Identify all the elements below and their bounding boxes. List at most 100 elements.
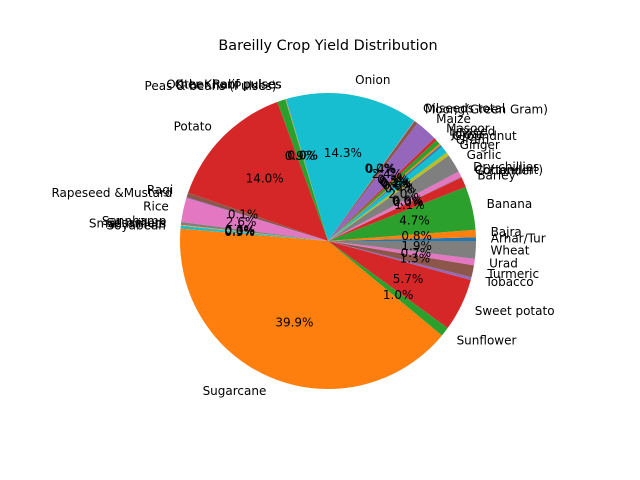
pie-slice-sunflower: [328, 241, 448, 336]
slice-label-ragi: Ragi: [147, 183, 173, 197]
slice-label-other-rabi-pulses: Other Rabi pulses: [175, 78, 282, 92]
slice-label-soyabean: Soyabean: [107, 218, 166, 232]
slice-label-turmeric: Turmeric: [486, 267, 539, 281]
pct-label-groundnut: 0.2%: [381, 176, 412, 190]
pie-slice-arhar-tur: [328, 237, 476, 241]
slice-label-masoor: Masoor: [446, 121, 490, 135]
slice-label-maize: Maize: [436, 112, 471, 126]
pct-label-soyabean: 0.3%: [224, 225, 255, 239]
pct-label-other-rabi-pulses: 0.0%: [287, 148, 318, 162]
pie-slice-potato: [188, 101, 328, 241]
slice-label-bajra: Bajra: [491, 225, 522, 239]
pct-label-sesamum: 0.0%: [224, 224, 255, 238]
pct-label-garlic: 2.0%: [388, 187, 419, 201]
slice-label-sunflower: Sunflower: [457, 333, 517, 347]
pie-slice-sugarcane: [180, 228, 442, 389]
slice-label-sannhamp: Sannhamp: [102, 214, 166, 228]
pct-label-masoor: 0.3%: [377, 172, 408, 186]
slice-label-onion: Onion: [355, 73, 390, 87]
slice-label-coriander: Coriander: [475, 163, 534, 177]
pct-label-jowar: 0.2%: [380, 176, 411, 190]
slice-label-gram: Gram: [456, 133, 489, 147]
pie-slice-urad: [328, 241, 475, 266]
pct-label-oilseeds-total: 0.0%: [365, 161, 396, 175]
pie-slice-moong-green-gram: [328, 120, 418, 241]
pie-slices: [180, 93, 476, 389]
pie-slice-sweet-potato: [328, 241, 471, 329]
pct-label-cotton-lint: 0.0%: [393, 195, 424, 209]
pie-slice-cotton-lint: [328, 176, 462, 241]
slice-label-jowar: Jowar: [450, 127, 484, 141]
pct-label-urad: 0.7%: [401, 246, 432, 260]
pie-slice-ginger: [328, 152, 449, 241]
pct-label-sugarcane: 39.9%: [275, 316, 313, 330]
pie-slice-banana: [328, 186, 476, 241]
pie-slice-masoor: [328, 138, 437, 241]
percentage-labels: 0.8%4.7%1.1%0.0%0.0%0.6%2.0%0.4%0.8%0.2%…: [224, 146, 432, 330]
pct-label-ginger: 0.4%: [385, 181, 416, 195]
slice-label-other-kharif-pulses: Other Kharif pulses: [166, 77, 281, 91]
pct-label-sannhamp: 0.3%: [225, 223, 256, 237]
pie-slice-coriander: [328, 176, 462, 241]
slice-label-wheat: Wheat: [491, 243, 530, 257]
pie-slice-dry-chillies: [328, 171, 462, 241]
pct-label-barley: 1.1%: [394, 198, 425, 212]
pct-label-small-millets: 0.0%: [224, 224, 255, 238]
slice-label-sugarcane: Sugarcane: [203, 384, 267, 398]
pct-label-dry-chillies: 0.6%: [392, 193, 423, 207]
slice-label-oilseeds-total: Oilseeds total: [423, 101, 505, 115]
pct-label-peas-beans-pulses: 0.9%: [285, 149, 316, 163]
pct-label-turmeric: 1.3%: [400, 252, 431, 266]
slice-label-dry-chillies: Dry chillies: [473, 160, 539, 174]
pct-label-other-kharif-pulses: 0.0%: [288, 148, 319, 162]
pct-label-wheat: 1.9%: [401, 239, 432, 253]
pie-slice-barley: [328, 177, 466, 241]
pie-slice-jowar: [328, 143, 441, 241]
pie-slice-bajra: [328, 229, 476, 241]
slice-label-potato: Potato: [174, 119, 212, 133]
slice-label-sesamum: Sesamum: [107, 216, 167, 230]
pie-slice-groundnut: [328, 145, 442, 241]
pie-slice-garlic: [328, 155, 459, 241]
pct-label-rapeseed-mustard: 0.1%: [228, 208, 259, 222]
pie-slice-wheat: [328, 241, 476, 259]
pct-label-banana: 4.7%: [399, 214, 430, 228]
slice-label-ginger: Ginger: [460, 138, 500, 152]
pie-slice-onion: [286, 93, 415, 242]
pie-slice-gram: [328, 146, 447, 241]
pie-slice-linseed: [328, 140, 440, 241]
pie-slice-peas-beans-pulses: [277, 99, 328, 241]
pie-slice-sannhamp: [180, 222, 328, 241]
pie-slice-oilseeds-total: [328, 120, 415, 241]
pie-slice-maize: [328, 123, 435, 241]
pie-slice-ragi: [186, 192, 328, 241]
slice-label-linseed: Linseed: [449, 125, 495, 139]
slice-label-barley: Barley: [477, 169, 515, 183]
pie-slice-small-millets: [180, 225, 328, 241]
slice-label-arhar-tur: Arhar/Tur: [491, 231, 546, 245]
pie-slice-sesamum: [180, 224, 328, 241]
slice-label-small-millets: Small millets: [89, 216, 166, 230]
slice-label-urad: Urad: [489, 257, 518, 271]
pie-slice-other-rabi-pulses: [285, 99, 328, 241]
pct-label-moong-green-gram: 0.4%: [366, 162, 397, 176]
slice-label-groundnut: Groundnut: [453, 129, 517, 143]
pct-label-linseed: 0.5%: [379, 174, 410, 188]
pct-label-maize: 2.4%: [372, 167, 403, 181]
pct-label-gram: 0.8%: [383, 179, 414, 193]
slice-label-tobacco: Tobacco: [484, 275, 533, 289]
chart-title: Bareilly Crop Yield Distribution: [218, 38, 437, 54]
pct-label-onion: 14.3%: [324, 146, 362, 160]
pct-label-sweet-potato: 5.7%: [393, 272, 424, 286]
pct-label-sunflower: 1.0%: [383, 288, 414, 302]
slice-label-rice: Rice: [143, 199, 169, 213]
pie-slice-other-kharif-pulses: [285, 99, 328, 242]
pct-label-rice: 2.6%: [226, 215, 257, 229]
pie-slice-turmeric: [328, 241, 474, 278]
pie-slice-rapeseed-mustard: [186, 197, 328, 241]
slice-label-rapeseed-mustard: Rapeseed &Mustard: [51, 186, 172, 200]
slice-label-peas-beans-pulses: Peas & beans (Pulses): [145, 79, 277, 93]
